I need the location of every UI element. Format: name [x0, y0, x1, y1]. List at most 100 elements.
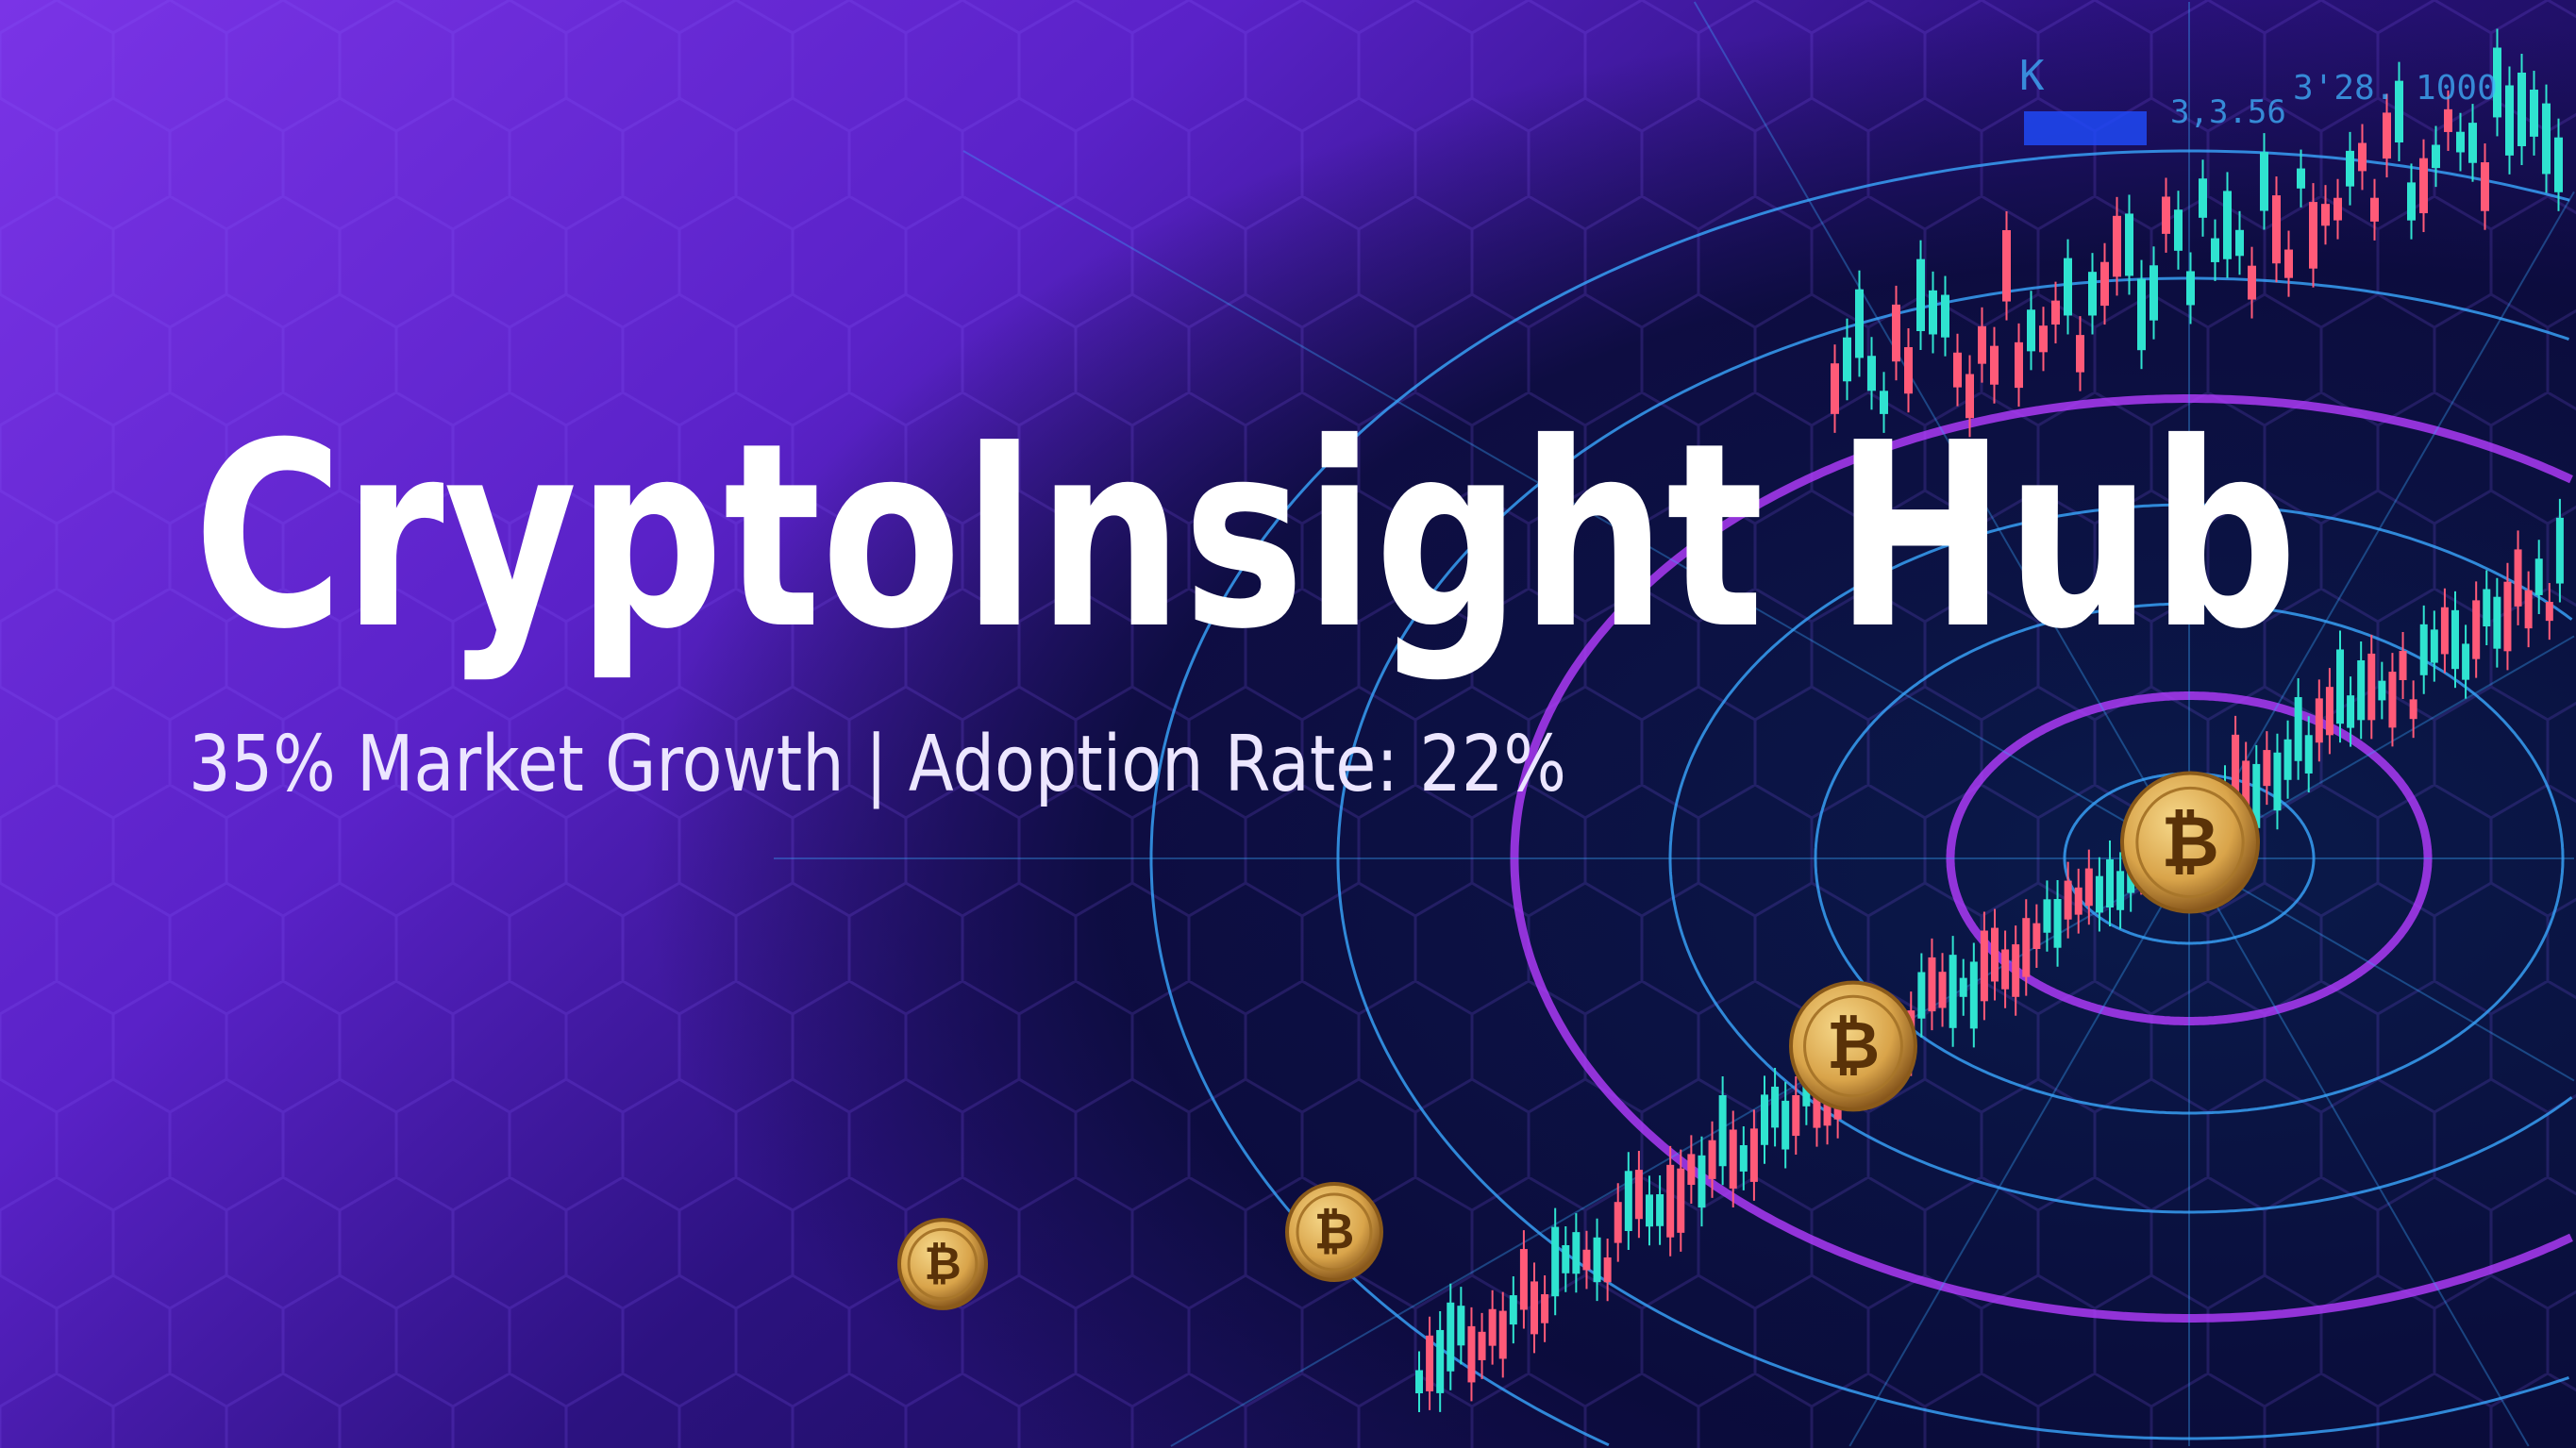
candle: [2315, 698, 2323, 743]
candle: [1917, 972, 1926, 1019]
candle: [2002, 229, 2011, 302]
candle: [2297, 168, 2305, 189]
candle: [1572, 1232, 1581, 1274]
candle: [2116, 871, 2125, 910]
candle: [1929, 290, 1937, 335]
candle: [2370, 197, 2379, 222]
candle: [2199, 178, 2207, 218]
candle: [2149, 265, 2158, 321]
candle: [1708, 1140, 1716, 1179]
candle: [1582, 1249, 1591, 1271]
ticker-decor: K 3,3.56 3'28. 1000: [2019, 52, 2498, 145]
candle: [1698, 1155, 1706, 1208]
radar-spoke: [1693, 1, 2190, 859]
candle: [1509, 1295, 1517, 1325]
candle: [2186, 271, 2195, 306]
hero-subtitle: 35% Market Growth | Adoption Rate: 22%: [189, 720, 1566, 809]
candlestick-chart-icon: [1415, 28, 2564, 1413]
candle: [1949, 955, 1957, 1028]
radar-spoke: [2188, 191, 2575, 859]
candle: [2451, 609, 2459, 670]
candle: [2252, 763, 2261, 828]
candle: [1478, 1331, 1486, 1360]
radar-ring: [2063, 772, 2316, 945]
candle: [1467, 1325, 1476, 1383]
candle: [2248, 265, 2256, 300]
bitcoin-coin-icon: ₿: [897, 1218, 988, 1310]
candle: [2235, 229, 2244, 257]
candle: [1426, 1335, 1434, 1391]
candle: [1990, 345, 1999, 385]
candle: [2043, 899, 2051, 933]
candle: [2419, 158, 2428, 214]
candle: [2272, 195, 2281, 264]
candle: [2039, 325, 2048, 353]
candle: [2242, 760, 2250, 824]
candle: [2483, 589, 2491, 627]
candle: [2383, 112, 2391, 159]
candle: [1593, 1237, 1601, 1283]
candle: [2053, 899, 2062, 948]
candle: [2440, 607, 2449, 655]
candle: [2493, 596, 2501, 649]
candle: [1541, 1293, 1549, 1323]
candle: [1867, 356, 1876, 391]
ticker-label: K: [2019, 52, 2045, 100]
candle: [2358, 142, 2367, 172]
candle: [2095, 875, 2103, 913]
candle: [1562, 1245, 1570, 1273]
candle: [1519, 1249, 1528, 1310]
candle: [1965, 374, 1974, 419]
candle: [2162, 196, 2170, 234]
candle: [1969, 961, 1978, 1029]
candle: [2088, 272, 2097, 316]
candle: [1855, 289, 1864, 358]
candle: [1941, 294, 1949, 338]
candle: [2419, 624, 2428, 675]
candle: [2113, 215, 2121, 277]
candle: [2100, 261, 2109, 307]
candle: [2273, 752, 2282, 811]
candle: [1666, 1164, 1675, 1238]
candle: [1928, 957, 1936, 1012]
candle: [1656, 1193, 1664, 1226]
radar-spoke: [2188, 857, 2575, 1082]
bitcoin-coin-icon: ₿: [2120, 771, 2260, 914]
radar-ring: [1814, 602, 2565, 1115]
candle: [2309, 202, 2317, 269]
candle: [1718, 1095, 1727, 1167]
candle: [1634, 1170, 1643, 1220]
candle: [2378, 680, 2386, 701]
ticker-label: 3'28. 1000: [2293, 69, 2498, 108]
candle: [2347, 695, 2355, 728]
candle: [2263, 750, 2271, 787]
bitcoin-coin-icon: ₿: [1285, 1182, 1383, 1282]
svg-text:₿: ₿: [1314, 1204, 1355, 1261]
candle: [2232, 734, 2240, 799]
candle: [2125, 213, 2133, 276]
candle: [2001, 949, 2010, 990]
candle: [2223, 191, 2232, 259]
candle: [1436, 1329, 1445, 1393]
svg-text:₿: ₿: [924, 1238, 961, 1290]
candle: [2064, 258, 2072, 316]
candle: [1831, 363, 1839, 414]
candle: [1729, 1129, 1737, 1189]
candle: [2409, 699, 2417, 720]
candle: [2395, 80, 2403, 143]
candle: [2333, 197, 2342, 221]
candle: [2399, 651, 2407, 680]
candle: [1551, 1226, 1560, 1297]
candle: [2321, 204, 2330, 226]
candle: [2493, 47, 2501, 118]
candle: [2283, 739, 2292, 780]
candle: [2517, 72, 2526, 147]
candle: [1624, 1171, 1632, 1231]
ticker-label: 3,3.56: [2170, 93, 2286, 131]
candle: [2137, 278, 2146, 351]
candle: [1603, 1257, 1612, 1283]
candle: [2294, 697, 2302, 761]
candle: [2027, 309, 2035, 352]
